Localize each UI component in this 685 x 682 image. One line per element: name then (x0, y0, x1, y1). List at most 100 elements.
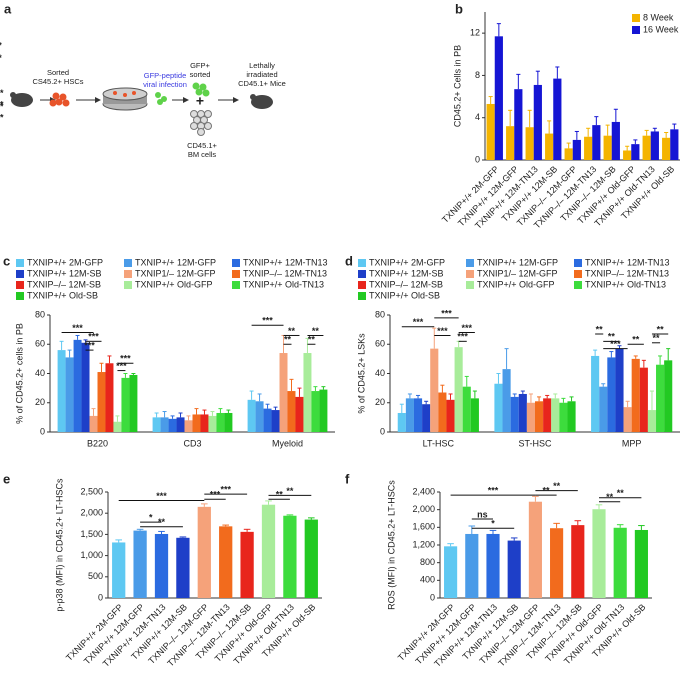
y-axis-label: CD45.2+ Cells in PB (452, 45, 462, 127)
bar (279, 353, 288, 432)
y-tick-label: 0 (40, 426, 45, 436)
y-tick-label: 2,000 (80, 508, 103, 518)
significance-label: *** (441, 308, 452, 318)
bar (311, 391, 320, 432)
bar (112, 542, 126, 598)
significance-label: ** (0, 112, 4, 122)
bar (438, 392, 447, 432)
significance-label: *** (413, 317, 424, 327)
bar (623, 150, 632, 160)
y-tick-label: 1,500 (80, 529, 103, 539)
legend-swatch (16, 270, 24, 278)
significance-label: *** (120, 354, 131, 364)
panel-label: d (345, 253, 353, 268)
bar (592, 125, 601, 160)
legend-label: TXNIP+/+ 12M-GFP (135, 257, 216, 267)
legend-label: TXNIP–/– 12M-SB (27, 279, 101, 289)
y-tick-label: 500 (88, 571, 103, 581)
y-tick-label: 800 (420, 557, 435, 567)
significance-label: ** (284, 335, 292, 345)
bar (160, 417, 169, 432)
significance-label: * (491, 519, 495, 529)
label: irradiated (246, 70, 277, 79)
bar (551, 398, 560, 432)
y-tick-label: 400 (420, 575, 435, 585)
bar (494, 383, 503, 432)
legend-label: TXNIP+/+ 12M-SB (27, 268, 102, 278)
legend-label: TXNIP1/– 12M-GFP (477, 268, 558, 278)
legend-swatch (466, 270, 474, 278)
label: sorted (190, 70, 211, 79)
bar (502, 369, 511, 432)
legend-label: TXNIP+/+ 12M-TN13 (585, 257, 670, 267)
significance-label: *** (437, 326, 448, 336)
bar (592, 509, 606, 598)
significance-label: ** (286, 486, 294, 496)
legend-label: TXNIP+/+ Old-GFP (477, 279, 555, 289)
bar (413, 398, 423, 432)
bar (634, 529, 648, 598)
bar (430, 348, 439, 432)
bar (422, 404, 431, 432)
significance-label: ** (0, 102, 4, 112)
legend-label: TXNIP+/+ 2M-GFP (27, 257, 103, 267)
significance-label: *** (220, 484, 231, 494)
legend-swatch (124, 259, 132, 267)
y-tick-label: 40 (375, 368, 385, 378)
label: CD45.1+ (187, 141, 217, 150)
label: Lethally (249, 61, 275, 70)
bar (564, 148, 573, 160)
bar (567, 401, 576, 432)
legend-swatch (232, 281, 240, 289)
label: viral infection (143, 80, 187, 89)
x-tick-label: MPP (622, 438, 642, 448)
significance-label: ** (308, 335, 316, 345)
y-tick-label: 60 (375, 339, 385, 349)
bar (494, 36, 503, 160)
bar (176, 417, 185, 432)
x-tick-label: Myeloid (272, 438, 303, 448)
panel-label: c (3, 253, 10, 268)
bar (57, 350, 66, 432)
bar (670, 129, 679, 160)
significance-label: ns (477, 509, 488, 519)
bar (528, 501, 542, 598)
panel-a: a Sorted CS45.2+ HSCs GFP-peptide viral … (4, 1, 286, 159)
bar (615, 348, 624, 432)
significance-label: *** (72, 323, 83, 333)
bar (168, 418, 177, 432)
legend-label: TXNIP+/+ Old-SB (27, 290, 98, 300)
bar (287, 391, 296, 432)
significance-label: ** (542, 485, 550, 495)
legend-swatch (358, 259, 366, 267)
legend-swatch (574, 281, 582, 289)
y-axis-label: % of CD45.2+ LSKs (356, 333, 366, 414)
significance-label: ** (288, 326, 296, 336)
significance-label: ** (632, 335, 640, 345)
panel-label: f (345, 471, 350, 486)
label: GFP-peptide (144, 71, 187, 80)
mouse-icon (250, 94, 256, 100)
bar (208, 415, 217, 432)
bar (584, 136, 593, 160)
bar (591, 355, 600, 432)
bar (656, 364, 665, 432)
bar (486, 103, 495, 160)
plus: + (196, 93, 204, 109)
bar (543, 398, 552, 432)
legend-label: TXNIP–/– 12M-TN13 (243, 268, 327, 278)
legend-swatch (16, 259, 24, 267)
bar (200, 414, 209, 432)
bar (631, 358, 640, 432)
bar (607, 357, 616, 432)
y-tick-label: 0 (98, 592, 103, 602)
legend-swatch (466, 259, 474, 267)
bar (176, 537, 190, 598)
legend-swatch (574, 270, 582, 278)
bar (470, 398, 479, 432)
label: Sorted (47, 68, 69, 77)
gfp-cells (192, 82, 210, 97)
bm-cells (190, 110, 212, 136)
bar (73, 339, 82, 432)
panel-label: b (455, 1, 463, 16)
